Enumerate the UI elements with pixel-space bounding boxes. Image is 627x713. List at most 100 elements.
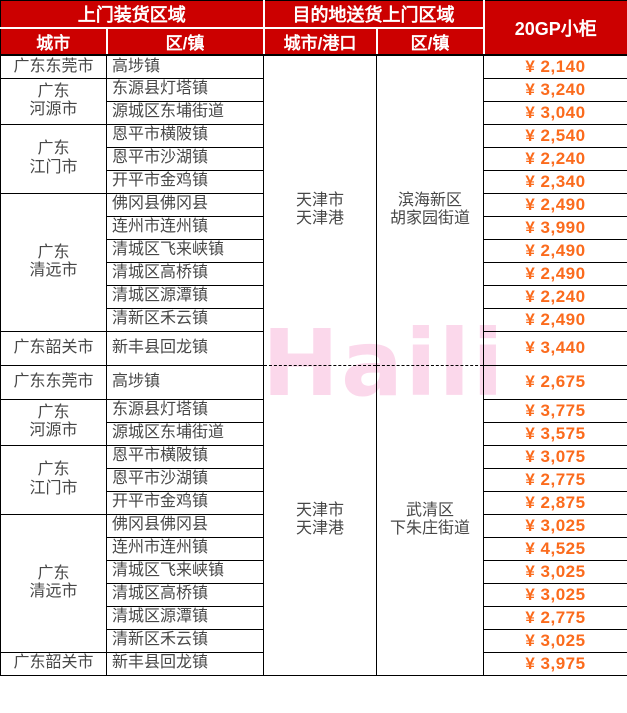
price-cell: ¥ 2,675: [483, 364, 627, 400]
table-header: 上门装货区域 目的地送货上门区域 20GP小柜 城市 区/镇 城市/港口 区/镇: [0, 0, 627, 56]
price-cell: ¥ 3,575: [483, 421, 627, 446]
price-cell: ¥ 3,025: [483, 582, 627, 607]
header-sub-row: 城市 区/镇 城市/港口 区/镇: [0, 27, 627, 56]
pickup-town-cell: 源城区东埔街道: [106, 100, 264, 125]
price-cell: ¥ 3,025: [483, 513, 627, 538]
price-cell: ¥ 2,490: [483, 261, 627, 286]
pickup-town-cell: 清城区飞来峡镇: [106, 559, 264, 584]
price-cell: ¥ 2,490: [483, 192, 627, 217]
price-cell: ¥ 2,240: [483, 284, 627, 309]
destination-district-cell: 滨海新区 胡家园街道: [376, 54, 484, 366]
price-cell: ¥ 3,025: [483, 628, 627, 653]
table-row: 连州市连州镇 ¥ 4,525: [1, 536, 627, 561]
pickup-town-cell: 新丰县回龙镇: [106, 330, 264, 366]
price-cell: ¥ 2,775: [483, 605, 627, 630]
pickup-city-cell: 广东 江门市: [0, 444, 107, 515]
table-row: 恩平市沙湖镇 ¥ 2,240: [1, 146, 627, 171]
pickup-town-cell: 佛冈县佛冈县: [106, 513, 264, 538]
table-row: 广东 河源市 东源县灯塔镇 ¥ 3,240: [0, 77, 627, 125]
header-delivery-city-port: 城市/港口: [262, 27, 378, 56]
header-pickup-group: 上门装货区域: [0, 0, 265, 29]
pickup-town-cell: 源城区东埔街道: [106, 421, 264, 446]
pickup-town-cell: 清城区高桥镇: [106, 261, 264, 286]
price-cell: ¥ 3,040: [483, 100, 627, 125]
pickup-town-cell: 清新区禾云镇: [106, 628, 264, 653]
price-cell: ¥ 3,440: [483, 330, 627, 366]
table-row: 广东 清远市 佛冈县佛冈县 ¥ 2,490: [0, 192, 627, 332]
price-cell: ¥ 2,775: [483, 467, 627, 492]
pickup-town-cell: 新丰县回龙镇: [106, 651, 264, 676]
pickup-town-cell: 清城区飞来峡镇: [106, 238, 264, 263]
pickup-town-cell: 清城区源潭镇: [106, 605, 264, 630]
pickup-town-cell: 高埗镇: [106, 364, 264, 400]
price-cell: ¥ 2,540: [483, 123, 627, 148]
price-cell: ¥ 3,240: [483, 77, 627, 102]
table-row: 源城区东埔街道 ¥ 3,040: [1, 100, 627, 125]
pickup-town-cell: 清新区禾云镇: [106, 307, 264, 332]
table-row: 开平市金鸡镇 ¥ 2,875: [1, 490, 627, 515]
pickup-city-cell: 广东 河源市: [0, 77, 107, 125]
pickup-city-cell: 广东东莞市: [0, 54, 107, 79]
pickup-town-cell: 恩平市沙湖镇: [106, 146, 264, 171]
pickup-city-cell: 广东东莞市: [0, 364, 107, 400]
price-cell: ¥ 3,990: [483, 215, 627, 240]
price-cell: ¥ 3,975: [483, 651, 627, 676]
pickup-town-cell: 清城区高桥镇: [106, 582, 264, 607]
price-cell: ¥ 2,340: [483, 169, 627, 194]
price-cell: ¥ 2,240: [483, 146, 627, 171]
pickup-city-cell: 广东韶关市: [0, 651, 107, 676]
price-cell: ¥ 4,525: [483, 536, 627, 561]
pickup-town-cell: 恩平市横陂镇: [106, 123, 264, 148]
price-cell: ¥ 2,490: [483, 238, 627, 263]
pickup-town-cell: 佛冈县佛冈县: [106, 192, 264, 217]
table-row: 源城区东埔街道 ¥ 3,575: [1, 421, 627, 446]
price-cell: ¥ 3,775: [483, 398, 627, 423]
pickup-town-cell: 东源县灯塔镇: [106, 398, 264, 423]
table-row: 广东韶关市 新丰县回龙镇 ¥ 3,440: [0, 330, 627, 366]
pickup-city-cell: 广东 江门市: [0, 123, 107, 194]
pickup-city-cell: 广东韶关市: [0, 330, 107, 366]
table-row: 清城区源潭镇 ¥ 2,775: [1, 605, 627, 630]
freight-rate-table: 上门装货区域 目的地送货上门区域 20GP小柜 城市 区/镇 城市/港口 区/镇…: [0, 0, 627, 676]
pickup-town-cell: 清城区源潭镇: [106, 284, 264, 309]
header-pickup-district: 区/镇: [105, 27, 265, 56]
table-row: 恩平市沙湖镇 ¥ 2,775: [1, 467, 627, 492]
table-row: 开平市金鸡镇 ¥ 2,340: [1, 169, 627, 194]
pickup-city-cell: 广东 河源市: [0, 398, 107, 446]
price-cell: ¥ 2,875: [483, 490, 627, 515]
header-pickup-city: 城市: [0, 27, 108, 56]
table-row: 广东韶关市 新丰县回龙镇 ¥ 3,975: [0, 651, 627, 676]
destination-city-port-cell: 天津市 天津港: [263, 365, 377, 676]
table-row: 清新区禾云镇 ¥ 2,490: [1, 307, 627, 332]
header-delivery-district: 区/镇: [375, 27, 484, 56]
table-row: 广东东莞市 高埗镇 天津市 天津港 滨海新区 胡家园街道 ¥ 2,140: [0, 54, 627, 366]
table-row: 清城区高桥镇 ¥ 2,490: [1, 261, 627, 286]
price-cell: ¥ 3,075: [483, 444, 627, 469]
header-group-row: 上门装货区域 目的地送货上门区域 20GP小柜: [0, 0, 627, 56]
destination-city-port-cell: 天津市 天津港: [263, 54, 377, 366]
table-row: 清城区高桥镇 ¥ 3,025: [1, 582, 627, 607]
table-row: 连州市连州镇 ¥ 3,990: [1, 215, 627, 240]
destination-district-cell: 武清区 下朱庄街道: [376, 365, 484, 676]
pickup-city-cell: 广东 清远市: [0, 192, 107, 332]
pickup-town-cell: 恩平市横陂镇: [106, 444, 264, 469]
table-row: 广东 江门市 恩平市横陂镇 ¥ 2,540: [0, 123, 627, 194]
pickup-town-cell: 开平市金鸡镇: [106, 490, 264, 515]
table-row: 广东东莞市 高埗镇 天津市 天津港 武清区 下朱庄街道 ¥ 2,675: [0, 364, 627, 676]
pickup-town-cell: 连州市连州镇: [106, 536, 264, 561]
header-container-type: 20GP小柜: [482, 0, 627, 56]
pickup-town-cell: 高埗镇: [106, 54, 264, 79]
table-row: 清城区源潭镇 ¥ 2,240: [1, 284, 627, 309]
table-row: 广东 清远市 佛冈县佛冈县 ¥ 3,025: [0, 513, 627, 653]
pickup-town-cell: 东源县灯塔镇: [106, 77, 264, 102]
rates-table-body: 广东东莞市 高埗镇 天津市 天津港 滨海新区 胡家园街道 ¥ 2,140 广东 河源市 东源…: [0, 54, 627, 676]
pickup-town-cell: 恩平市沙湖镇: [106, 467, 264, 492]
pickup-town-cell: 连州市连州镇: [106, 215, 264, 240]
pickup-city-cell: 广东 清远市: [0, 513, 107, 653]
price-cell: ¥ 3,025: [483, 559, 627, 584]
price-cell: ¥ 2,140: [483, 54, 627, 79]
table-row: 清城区飞来峡镇 ¥ 2,490: [1, 238, 627, 263]
pickup-town-cell: 开平市金鸡镇: [106, 169, 264, 194]
price-cell: ¥ 2,490: [483, 307, 627, 332]
header-delivery-group: 目的地送货上门区域: [262, 0, 485, 29]
